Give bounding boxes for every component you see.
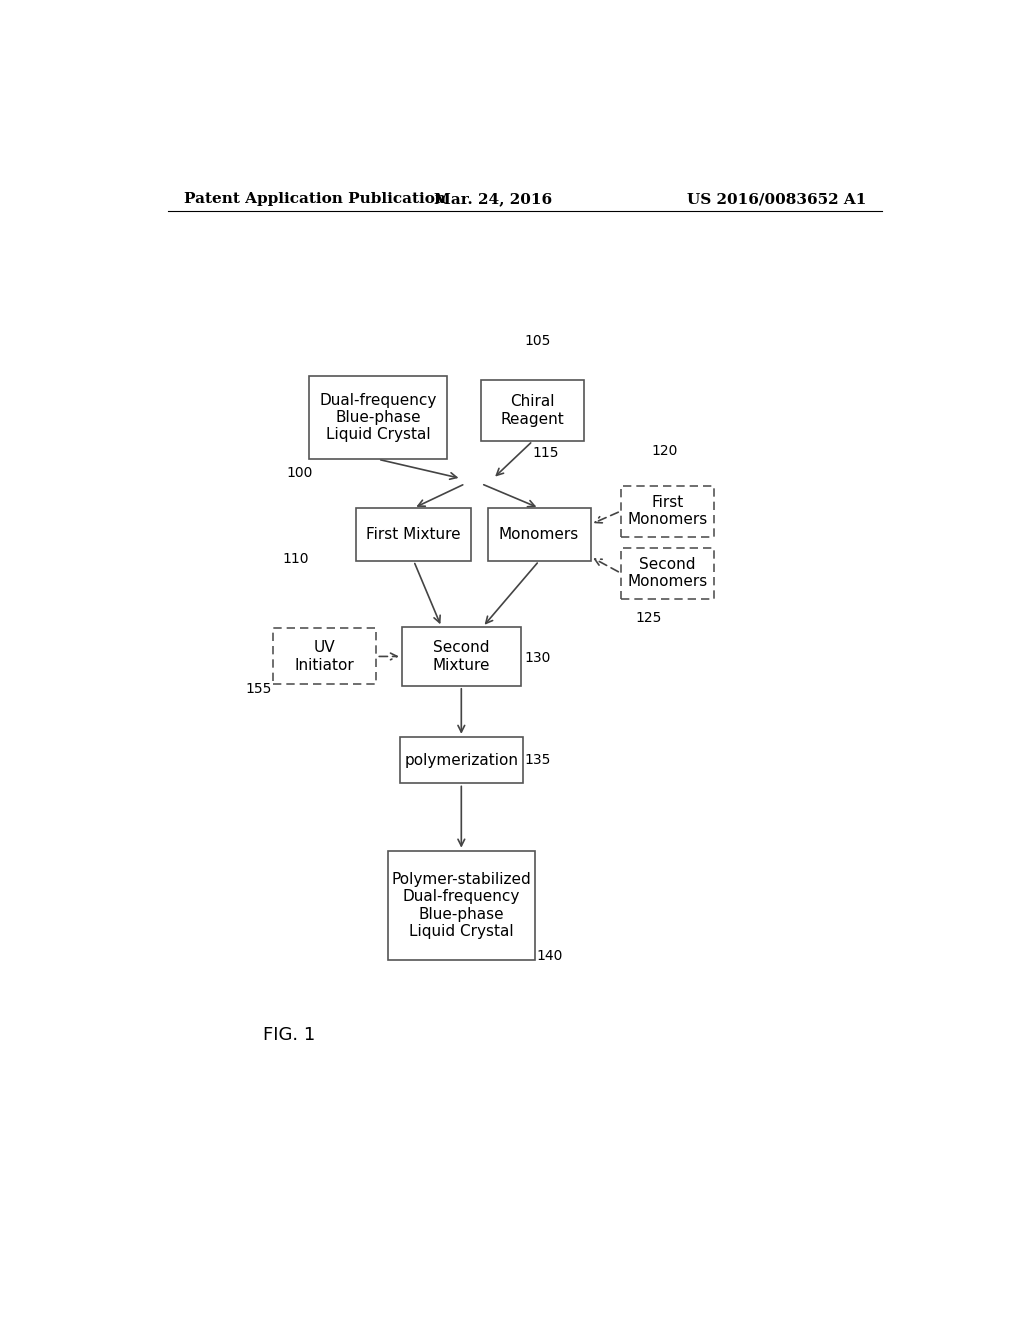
Text: 140: 140 — [537, 949, 563, 964]
FancyBboxPatch shape — [621, 548, 715, 598]
FancyBboxPatch shape — [621, 486, 715, 536]
Text: polymerization: polymerization — [404, 752, 518, 768]
Text: First Mixture: First Mixture — [367, 527, 461, 543]
Text: UV
Initiator: UV Initiator — [295, 640, 354, 673]
FancyBboxPatch shape — [388, 850, 535, 961]
Text: 110: 110 — [283, 552, 309, 566]
Text: Monomers: Monomers — [499, 527, 580, 543]
FancyBboxPatch shape — [481, 380, 585, 441]
Text: FIG. 1: FIG. 1 — [263, 1026, 315, 1044]
Text: Second
Monomers: Second Monomers — [628, 557, 708, 589]
Text: Mar. 24, 2016: Mar. 24, 2016 — [434, 191, 552, 206]
Text: First
Monomers: First Monomers — [628, 495, 708, 527]
FancyBboxPatch shape — [399, 737, 523, 784]
Text: 105: 105 — [524, 334, 551, 348]
Text: 115: 115 — [532, 446, 559, 461]
Text: 125: 125 — [636, 611, 663, 624]
Text: 120: 120 — [652, 444, 678, 458]
Text: Polymer-stabilized
Dual-frequency
Blue-phase
Liquid Crystal: Polymer-stabilized Dual-frequency Blue-p… — [391, 871, 531, 939]
Text: Chiral
Reagent: Chiral Reagent — [501, 395, 564, 426]
Text: 135: 135 — [524, 754, 551, 767]
Text: US 2016/0083652 A1: US 2016/0083652 A1 — [687, 191, 866, 206]
Text: Second
Mixture: Second Mixture — [432, 640, 490, 673]
FancyBboxPatch shape — [356, 508, 471, 561]
Text: Dual-frequency
Blue-phase
Liquid Crystal: Dual-frequency Blue-phase Liquid Crystal — [319, 392, 436, 442]
FancyBboxPatch shape — [308, 376, 447, 459]
Text: 100: 100 — [287, 466, 313, 480]
Text: 155: 155 — [246, 682, 271, 696]
Text: Patent Application Publication: Patent Application Publication — [183, 191, 445, 206]
Text: 130: 130 — [524, 652, 551, 665]
FancyBboxPatch shape — [487, 508, 591, 561]
FancyBboxPatch shape — [273, 628, 377, 684]
FancyBboxPatch shape — [401, 627, 521, 686]
